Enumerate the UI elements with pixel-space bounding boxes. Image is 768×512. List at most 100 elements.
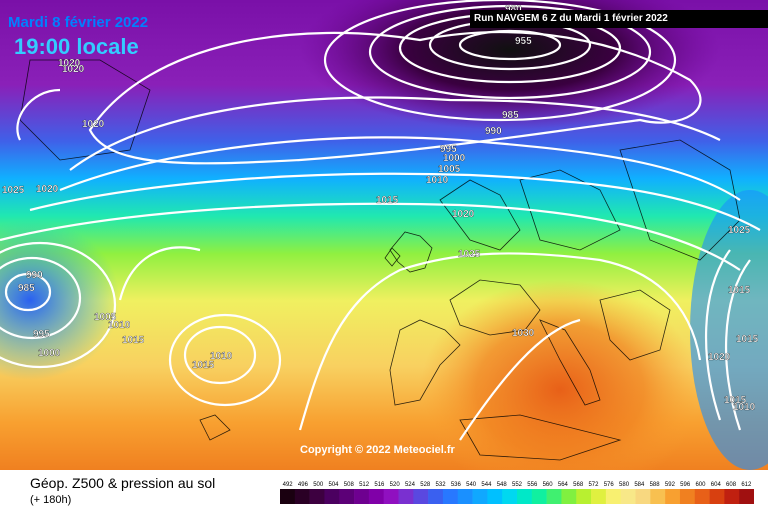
scale-tick-label: 552 [512,482,523,488]
isobar-label: 990 [26,270,43,281]
scale-tick-label: 508 [344,482,355,488]
scale-swatch [591,489,607,504]
scale-tick-label: 504 [329,482,340,488]
isobar-labels: 955 980 985 990 995 1000 1005 1010 1015 … [2,4,759,413]
scale-tick-label: 596 [680,482,691,488]
scale-tick-label: 528 [420,482,431,488]
isobar-label: 955 [515,36,532,47]
scale-tick-label: 584 [634,482,645,488]
scale-tick-label: 588 [650,482,661,488]
isobar-label: 1020 [36,184,59,195]
scale-swatch [620,489,636,504]
scale-swatch [368,489,384,504]
isobar-label: 1020 [452,209,475,220]
scale-swatch [428,489,444,504]
scale-tick-label: 516 [374,482,385,488]
isobar-label: 985 [18,283,35,294]
isobar-label: 1000 [38,348,61,359]
isobar-label: 1030 [512,328,535,339]
scale-swatch [354,489,370,504]
isobar-label: 1025 [458,249,481,260]
scale-tick-label: 492 [283,482,294,488]
isobar-label: 1005 [438,164,461,175]
scale-tick-label: 592 [665,482,676,488]
scale-tick-label: 548 [497,482,508,488]
scale-tick-label: 544 [481,482,492,488]
isobar-label: 990 [485,126,502,137]
weather-map: 955 980 985 990 995 1000 1005 1010 1015 … [0,0,768,470]
scale-swatch [309,489,325,504]
scale-swatch [457,489,473,504]
isobar-label: 1015 [736,334,759,345]
scale-swatch [724,489,740,504]
scale-swatch [280,489,296,504]
scale-swatch [709,489,725,504]
scale-swatch [324,489,340,504]
scale-swatch [413,489,429,504]
isobar-label: 980 [505,4,522,15]
isobar-label: 1015 [122,335,145,346]
scale-swatch [650,489,666,504]
scale-swatch [517,489,533,504]
isobar-label: 1010 [426,175,449,186]
scale-swatch [739,489,754,504]
isobar-label: 1010 [108,320,131,331]
isobar-label: 1015 [192,360,215,371]
scale-tick-label: 580 [619,482,630,488]
scale-tick-label: 532 [436,482,447,488]
isobar-label: 995 [440,144,457,155]
isobar-label: 1015 [376,195,399,206]
scale-swatch [694,489,710,504]
scale-tick-label: 540 [466,482,477,488]
scale-tick-label: 572 [588,482,599,488]
isobar-label: 1020 [82,119,105,130]
scale-tick-label: 536 [451,482,462,488]
forecast-time: 19:00 locale [14,34,139,59]
isobar-label: 1015 [728,285,751,296]
scale-tick-label: 608 [726,482,737,488]
scale-swatch [472,489,488,504]
isobar-label: 985 [502,110,519,121]
isobar-label: 1020 [708,352,731,363]
scale-tick-label: 512 [359,482,370,488]
forecast-date: Mardi 8 février 2022 [8,14,149,31]
warm-ridge [420,280,700,470]
isobar-label: 1010 [733,402,756,413]
scale-tick-label: 556 [527,482,538,488]
scale-tick-label: 524 [405,482,416,488]
isobar-label: 1025 [728,225,751,236]
isobar-label: 1000 [443,153,466,164]
isobar-label: 1020 [58,58,81,69]
scale-tick-label: 604 [711,482,722,488]
model-run-banner: Run NAVGEM 6 Z du Mardi 1 février 2022 [470,10,768,28]
copyright-notice: Copyright © 2022 Meteociel.fr [300,444,455,456]
forecast-lead-time: (+ 180h) [30,494,72,506]
scale-swatch [398,489,414,504]
scale-tick-label: 520 [390,482,401,488]
scale-swatch [605,489,621,504]
scale-swatch [561,489,577,504]
isobars [0,0,760,440]
scale-swatch [487,489,503,504]
scale-swatch [383,489,399,504]
east-cold-trough [690,190,768,470]
scale-tick-label: 564 [558,482,569,488]
scale-swatch [546,489,562,504]
scale-swatch [576,489,592,504]
scale-swatch [679,489,696,504]
scale-tick-label: 612 [741,482,752,488]
scale-tick-label: 560 [543,482,554,488]
scale-tick-label: 496 [298,482,309,488]
scale-swatch [339,489,355,504]
isobar-label: 995 [33,329,50,340]
scale-tick-label: 576 [604,482,615,488]
scale-tick-label: 568 [573,482,584,488]
scale-tick-label: 500 [313,482,324,488]
isobar-label: 1010 [210,351,233,362]
isobar-label: 1005 [94,312,117,323]
scale-swatch [442,489,459,504]
isobar-label: 1020 [62,64,85,75]
scale-swatch [502,489,518,504]
scale-swatch [635,489,651,504]
map-title: Géop. Z500 & pression au sol [30,475,216,491]
